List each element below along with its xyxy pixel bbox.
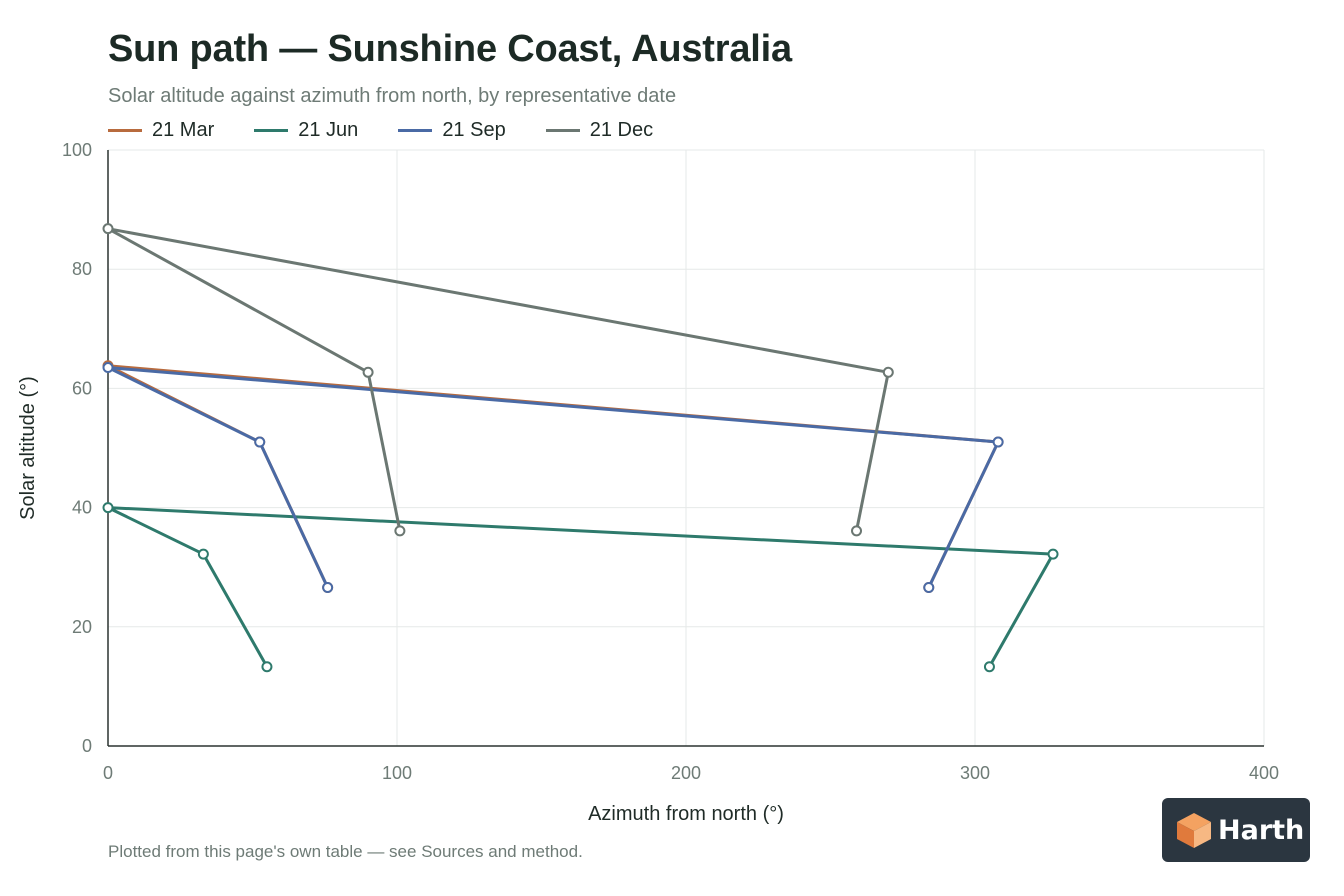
chart-title: Sun path — Sunshine Coast, Australia xyxy=(108,28,792,70)
y-tick-label: 80 xyxy=(72,259,92,279)
legend-item-21-sep: 21 Sep xyxy=(398,119,506,142)
data-point-21-jun xyxy=(102,502,114,514)
series-21-dec xyxy=(102,223,894,537)
y-axis-label: Solar altitude (°) xyxy=(17,376,39,520)
x-tick-label: 400 xyxy=(1249,763,1279,783)
series-line-21-mar xyxy=(106,364,1000,589)
data-point-21-sep xyxy=(992,436,1004,448)
x-tick-label: 200 xyxy=(671,763,701,783)
logo-wordmark: Harth xyxy=(1218,814,1305,846)
data-point-21-jun xyxy=(1047,548,1059,560)
series-21-sep xyxy=(102,362,1004,593)
data-point-21-sep xyxy=(254,436,266,448)
data-point-21-dec xyxy=(102,223,114,235)
legend-item-21-dec: 21 Dec xyxy=(545,119,654,142)
legend-label-21-sep: 21 Sep xyxy=(442,119,506,141)
chart-axes: 0 100 200 300 400 0 20 40 60 80 100 xyxy=(62,140,1279,783)
data-point-21-dec xyxy=(882,366,894,378)
x-axis-label: Azimuth from north (°) xyxy=(588,803,784,825)
harth-logo-badge: Harth xyxy=(1162,798,1310,862)
data-point-21-sep xyxy=(923,581,935,593)
series-line-21-jun xyxy=(106,506,1055,669)
chart-footnote: Plotted from this page's own table — see… xyxy=(108,842,583,861)
chart-grid xyxy=(108,149,1265,746)
chart-subtitle: Solar altitude against azimuth from nort… xyxy=(108,85,677,107)
legend-item-21-mar: 21 Mar xyxy=(108,119,214,142)
data-point-21-dec xyxy=(362,366,374,378)
data-point-21-sep xyxy=(322,581,334,593)
legend-swatch-21-jun xyxy=(254,129,289,132)
data-point-21-jun xyxy=(197,548,209,560)
data-point-21-jun xyxy=(983,661,995,673)
data-point-21-jun xyxy=(261,661,273,673)
data-point-21-dec xyxy=(851,525,863,537)
y-tick-label: 0 xyxy=(82,736,92,756)
chart-series xyxy=(102,223,1059,673)
x-tick-label: 100 xyxy=(382,763,412,783)
x-tick-label: 300 xyxy=(960,763,990,783)
y-tick-label: 20 xyxy=(72,617,92,637)
cube-logo-icon xyxy=(1177,813,1211,848)
data-point-21-dec xyxy=(394,525,406,537)
y-tick-label: 60 xyxy=(72,378,92,398)
series-21-jun xyxy=(102,502,1059,673)
y-tick-label: 100 xyxy=(62,140,92,160)
data-point-21-sep xyxy=(102,362,114,374)
legend-swatch-21-sep xyxy=(398,129,433,132)
x-tick-label: 0 xyxy=(103,763,113,783)
legend-label-21-dec: 21 Dec xyxy=(589,119,654,141)
legend-label-21-jun: 21 Jun xyxy=(298,119,359,141)
y-tick-label: 40 xyxy=(72,498,92,518)
series-line-21-sep xyxy=(106,366,1000,589)
chart-legend: 21 Mar 21 Jun 21 Sep 21 Dec xyxy=(108,119,653,142)
legend-swatch-21-dec xyxy=(545,129,580,132)
legend-swatch-21-mar xyxy=(108,129,142,132)
legend-label-21-mar: 21 Mar xyxy=(152,119,215,141)
series-line-21-dec xyxy=(106,227,890,533)
legend-item-21-jun: 21 Jun xyxy=(254,119,358,142)
